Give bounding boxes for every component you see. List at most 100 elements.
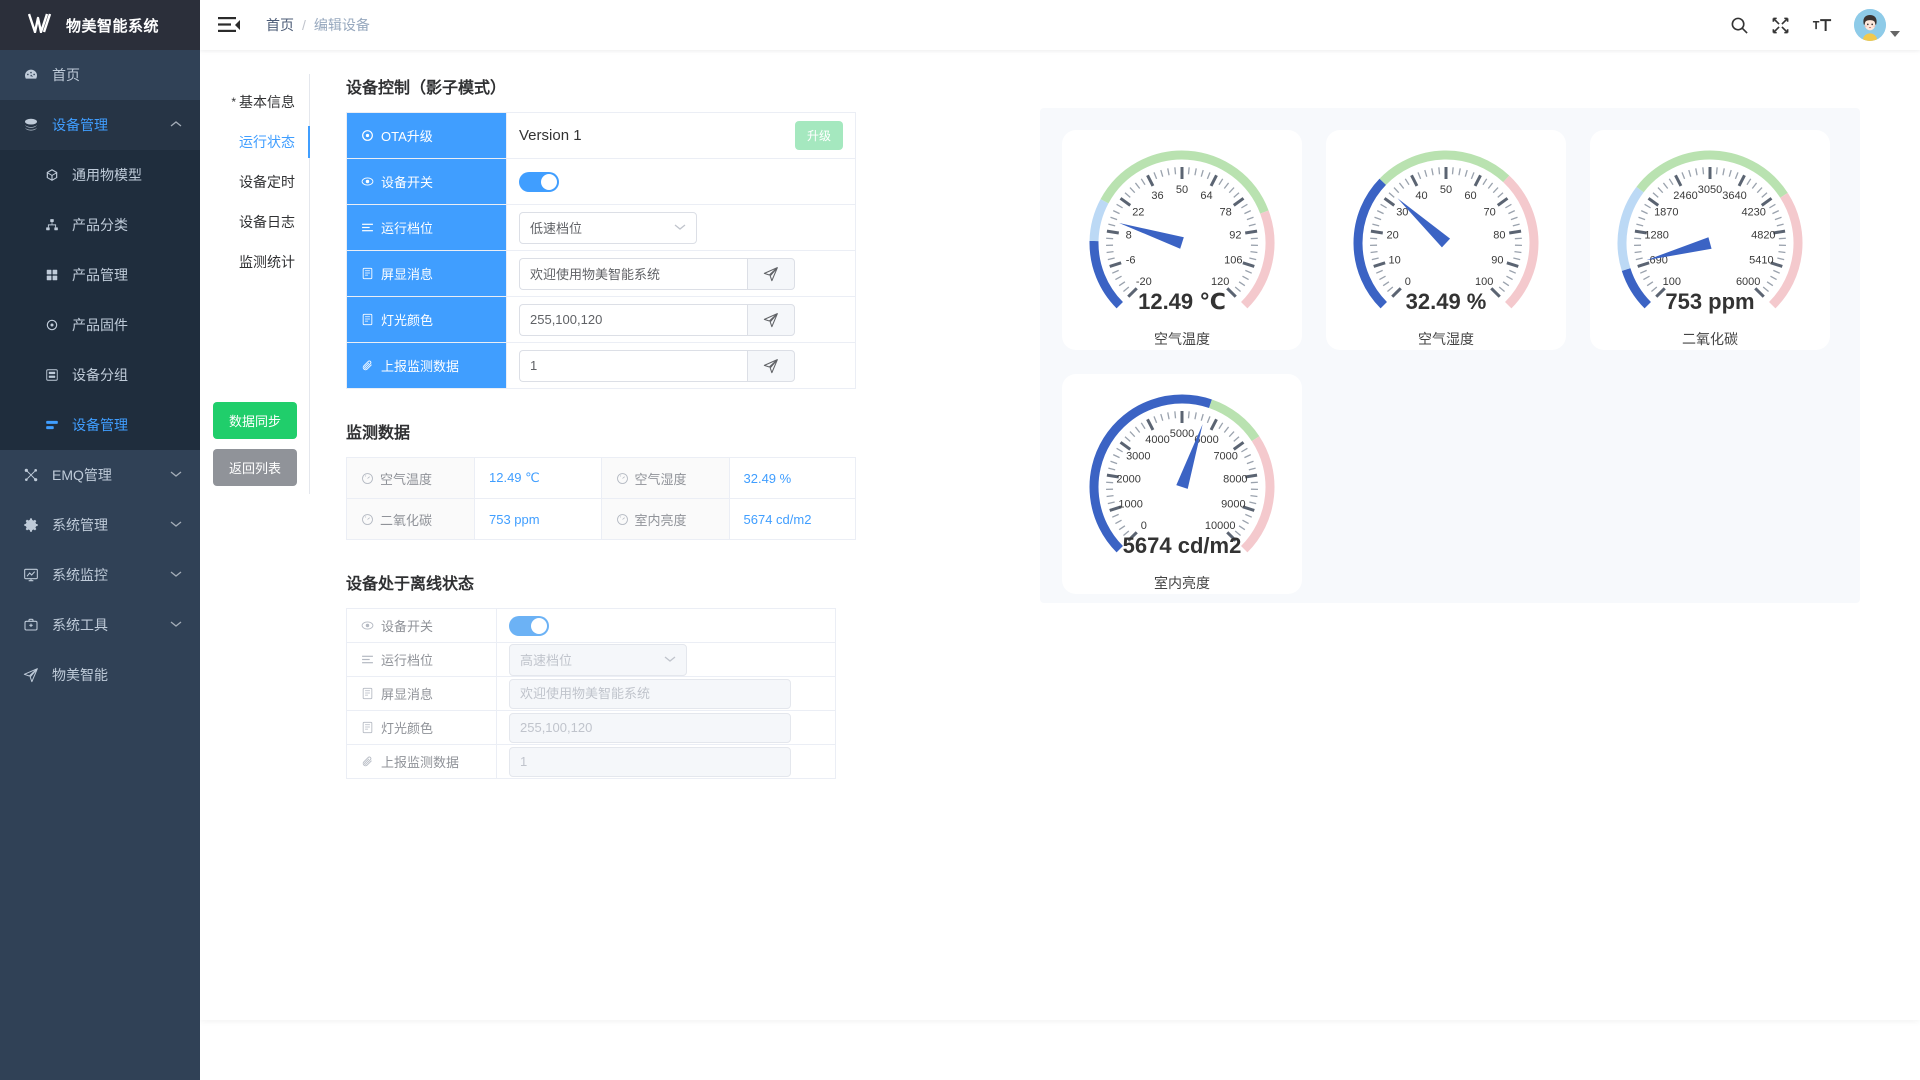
gauge-major-tick <box>1473 174 1482 187</box>
tab-running-state[interactable]: 运行状态 <box>200 122 310 162</box>
gauge-minor-tick <box>1129 431 1136 438</box>
monitor-value-air-temp: 12.49 ℃ <box>474 457 602 499</box>
form-column: 设备控制（影子模式） OTA升级 Version 1 升级 <box>310 74 1920 1020</box>
avatar[interactable] <box>1854 9 1886 41</box>
row-label-light-color: 灯光颜色 <box>346 296 507 343</box>
tab-basic-info[interactable]: 基本信息 <box>200 82 309 122</box>
gauge-major-tick <box>1506 261 1519 268</box>
sidebar-item-thing-model[interactable]: 通用物模型 <box>0 150 200 200</box>
gauge-tick-label: 30 <box>1396 206 1408 218</box>
send-screen-message-button[interactable] <box>747 257 795 290</box>
sidebar-item-device-group[interactable]: 设备分组 <box>0 350 200 400</box>
gauge-minor-tick <box>1241 447 1248 453</box>
breadcrumb-home[interactable]: 首页 <box>266 17 294 33</box>
sidebar-item-label: 物美智能 <box>52 667 108 683</box>
chevron-down-icon <box>674 222 686 234</box>
gauge-minor-tick <box>1234 286 1241 292</box>
monitor-data-title: 监测数据 <box>346 425 411 442</box>
sidebar-item-wumei-ai[interactable]: 物美智能 <box>0 650 200 700</box>
fullscreen-icon[interactable] <box>1771 16 1790 35</box>
avatar-menu[interactable] <box>1854 9 1900 41</box>
gauge-minor-tick <box>1123 286 1130 292</box>
screen-icon <box>362 267 373 280</box>
level-icon <box>362 223 373 232</box>
gauge-minor-tick <box>1167 412 1170 420</box>
menu-fold-icon[interactable] <box>216 12 242 38</box>
upgrade-button[interactable]: 升级 <box>794 121 843 150</box>
screen-icon <box>362 721 373 734</box>
sidebar-item-system-management[interactable]: 系统管理 <box>0 500 200 550</box>
gauge-minor-tick <box>1238 281 1246 287</box>
gauge-minor-tick <box>1773 269 1781 274</box>
device-power-toggle[interactable] <box>519 171 559 192</box>
offline-report-data-input[interactable] <box>509 746 791 777</box>
row-label-text: 上报监测数据 <box>381 359 460 374</box>
gauge-title: 空气温度 <box>1154 331 1210 347</box>
sidebar-item-product-category[interactable]: 产品分类 <box>0 200 200 250</box>
search-icon[interactable] <box>1730 16 1749 35</box>
send-report-data-button[interactable] <box>747 349 795 382</box>
tab-monitor-stats[interactable]: 监测统计 <box>200 242 309 282</box>
logo[interactable]: 物美智能系统 <box>0 0 200 50</box>
main-area: 首页 / 编辑设备 <box>200 0 1920 1080</box>
gauge-minor-tick <box>1194 412 1197 420</box>
monitor-label-air-temp: 空气温度 <box>346 457 475 499</box>
offline-value-gear: 高速档位 <box>496 642 836 677</box>
offline-power-toggle[interactable] <box>509 615 549 636</box>
sidebar-item-home[interactable]: 首页 <box>0 50 200 100</box>
brand-glyph-icon <box>27 13 52 33</box>
gauge-minor-tick <box>1498 286 1505 292</box>
sidebar-subitem-label: 产品固件 <box>72 317 128 333</box>
sidebar-item-product-management[interactable]: 产品管理 <box>0 250 200 300</box>
gauge-major-tick <box>1647 197 1660 207</box>
sidebar-item-device-management-sub[interactable]: 设备管理 <box>0 400 200 450</box>
sidebar-item-label: 系统工具 <box>52 617 108 633</box>
gauge-needle <box>1646 237 1712 261</box>
offline-screen-message-input[interactable] <box>509 678 791 709</box>
screen-message-input[interactable] <box>519 257 747 290</box>
running-gear-select[interactable]: 低速档位 <box>519 211 697 244</box>
gauge-title: 空气湿度 <box>1418 331 1474 347</box>
gauge-minor-tick <box>1200 413 1204 421</box>
sidebar-item-system-monitor[interactable]: 系统监控 <box>0 550 200 600</box>
light-color-input[interactable] <box>519 303 747 336</box>
gauge-minor-tick <box>1108 223 1116 227</box>
back-to-list-button[interactable]: 返回列表 <box>212 449 297 486</box>
emq-icon <box>22 466 40 484</box>
toolbox-icon <box>22 616 40 634</box>
power-icon <box>361 177 374 186</box>
sidebar-item-product-firmware[interactable]: 产品固件 <box>0 300 200 350</box>
tab-device-log[interactable]: 设备日志 <box>200 202 309 242</box>
sidebar-submenu-device: 通用物模型 产品分类 产品管理 产品固件 设备分组 <box>0 150 200 450</box>
gauge-minor-tick <box>1250 495 1258 498</box>
gauge-minor-tick <box>1734 172 1739 180</box>
side-buttons: 数据同步 返回列表 <box>212 402 309 494</box>
offline-gear-select[interactable]: 高速档位 <box>509 643 687 676</box>
gauge-minor-tick <box>1111 269 1119 274</box>
row-value-screen-msg <box>506 250 856 297</box>
gauge-minor-tick <box>1688 169 1692 177</box>
gauge-major-tick <box>1106 229 1120 235</box>
chevron-down-icon[interactable] <box>1890 31 1900 37</box>
font-size-icon[interactable] <box>1812 16 1832 35</box>
sidebar-item-device-management[interactable]: 设备管理 <box>0 100 200 150</box>
offline-label-text: 上报监测数据 <box>381 755 460 770</box>
offline-light-color-input[interactable] <box>509 712 791 743</box>
device-control-table: OTA升级 Version 1 升级 <box>346 112 856 389</box>
table-row: 上报监测数据 <box>346 342 856 389</box>
row-label-text: 屏显消息 <box>381 267 434 282</box>
gauge-major-tick <box>1496 197 1509 207</box>
report-monitor-data-input[interactable] <box>519 349 747 382</box>
gauge-major-tick <box>1242 261 1255 268</box>
tab-device-schedule[interactable]: 设备定时 <box>200 162 309 202</box>
data-sync-button[interactable]: 数据同步 <box>212 402 297 439</box>
sidebar-subitem-label: 产品分类 <box>72 217 128 233</box>
power-icon <box>361 621 374 630</box>
sidebar-item-emq[interactable]: EMQ管理 <box>0 450 200 500</box>
send-light-color-button[interactable] <box>747 303 795 336</box>
gauge-tick-label: 1870 <box>1654 206 1678 218</box>
gauge-tick-label: 3000 <box>1126 450 1150 462</box>
gauge-minor-tick <box>1652 192 1659 198</box>
sidebar-item-system-tools[interactable]: 系统工具 <box>0 600 200 650</box>
gauge-minor-tick <box>1223 182 1230 189</box>
